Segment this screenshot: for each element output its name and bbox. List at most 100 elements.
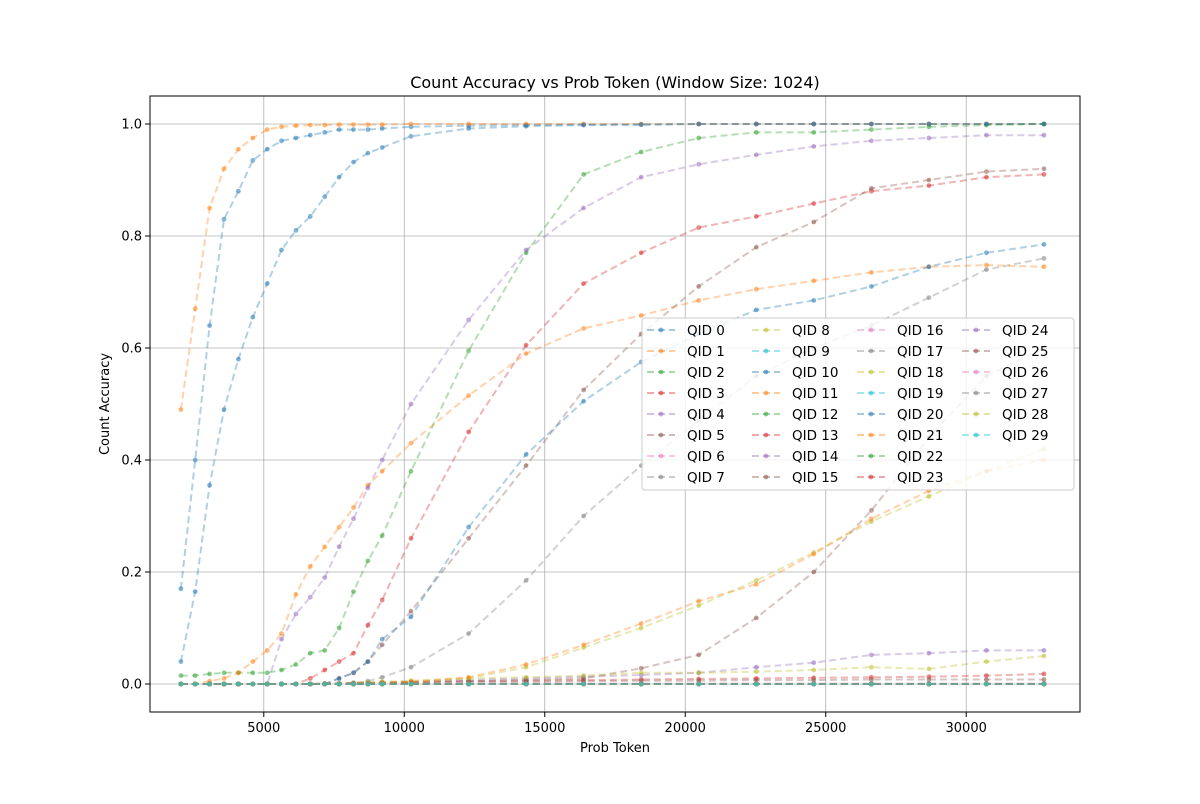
data-point (408, 401, 414, 407)
data-point (351, 650, 356, 656)
data-point (1041, 172, 1047, 177)
data-point (696, 298, 702, 303)
data-point (926, 666, 932, 672)
data-point (523, 662, 529, 667)
y-tick-label: 0.6 (121, 342, 142, 357)
legend-swatch-marker (973, 327, 979, 333)
data-point (1041, 132, 1047, 138)
legend-entry: QID 15 (752, 470, 838, 486)
legend-entry: QID 24 (962, 323, 1048, 339)
data-point (379, 126, 385, 131)
data-point (178, 586, 184, 592)
legend-entry: QID 20 (857, 407, 943, 423)
data-point (293, 681, 299, 687)
data-point (279, 247, 284, 253)
data-point (811, 298, 817, 303)
data-point (293, 662, 299, 667)
data-point (279, 138, 284, 144)
data-point (307, 681, 313, 687)
data-point (408, 681, 414, 687)
data-point (279, 124, 284, 130)
legend-swatch-marker (763, 348, 769, 354)
data-point (811, 144, 817, 149)
legend-swatch-marker (658, 327, 664, 333)
data-point (581, 642, 586, 648)
legend-swatch-marker (868, 369, 874, 375)
data-point (379, 457, 385, 463)
data-point (279, 631, 284, 636)
legend-swatch-marker (658, 432, 664, 438)
data-point (753, 244, 759, 250)
data-point (351, 589, 356, 594)
data-point (279, 636, 284, 642)
data-point (379, 642, 385, 648)
data-point (192, 681, 198, 687)
data-point (466, 126, 471, 131)
legend: QID 0 QID 1 QID 2 QID 3 QID 4 QID 5 QID 6 QID 7… (641, 317, 1075, 491)
data-point (351, 505, 356, 510)
data-point (581, 387, 586, 393)
legend-entry: QID 13 (752, 428, 838, 444)
legend-swatch-marker (973, 348, 979, 354)
legend-swatch-marker (658, 411, 664, 417)
data-point (351, 127, 356, 132)
data-point (984, 169, 989, 175)
data-point (250, 135, 256, 141)
data-point (351, 681, 356, 687)
data-point (336, 524, 342, 530)
legend-entry: QID 6 (647, 449, 725, 465)
data-point (1041, 648, 1047, 653)
series-qid-29 (178, 681, 1047, 687)
data-point (351, 516, 356, 522)
legend-label: QID 9 (792, 344, 830, 360)
data-point (984, 262, 989, 268)
data-point (1041, 681, 1047, 687)
data-point (192, 673, 198, 678)
data-point (523, 342, 529, 348)
data-point (638, 122, 644, 127)
data-point (984, 132, 989, 138)
data-point (523, 578, 529, 583)
x-tick-label: 5000 (247, 721, 280, 736)
data-point (696, 670, 702, 676)
data-point (1041, 264, 1047, 270)
y-tick-label: 0.2 (121, 566, 142, 581)
legend-swatch-marker (973, 369, 979, 375)
data-point (192, 306, 198, 312)
data-point (408, 608, 414, 614)
data-point (466, 429, 471, 435)
data-point (178, 673, 184, 678)
data-point (379, 122, 385, 127)
data-point (408, 614, 414, 620)
data-point (207, 681, 213, 687)
data-point (869, 664, 874, 670)
series-qid-10 (178, 121, 1047, 664)
legend-entry: QID 18 (857, 365, 943, 381)
legend-label: QID 27 (1002, 386, 1048, 402)
data-point (379, 681, 385, 687)
data-point (307, 594, 313, 600)
data-point (236, 146, 241, 152)
data-point (926, 135, 932, 141)
data-point (811, 677, 817, 683)
data-point (192, 457, 198, 463)
data-point (811, 278, 817, 284)
legend-swatch-marker (763, 432, 769, 438)
data-point (638, 670, 644, 676)
legend-entry: QID 26 (962, 365, 1048, 381)
data-point (336, 174, 342, 180)
legend-entry: QID 17 (857, 344, 943, 360)
legend-entry: QID 29 (962, 428, 1048, 444)
data-point (869, 677, 874, 682)
data-point (365, 622, 371, 628)
data-point (322, 667, 328, 673)
x-tick-label: 20000 (665, 721, 706, 736)
legend-swatch-marker (763, 369, 769, 375)
data-point (221, 676, 227, 681)
data-point (365, 150, 371, 156)
data-point (1041, 671, 1047, 677)
legend-label: QID 12 (792, 407, 838, 423)
data-point (351, 159, 356, 165)
y-tick-label: 1.0 (121, 118, 142, 133)
